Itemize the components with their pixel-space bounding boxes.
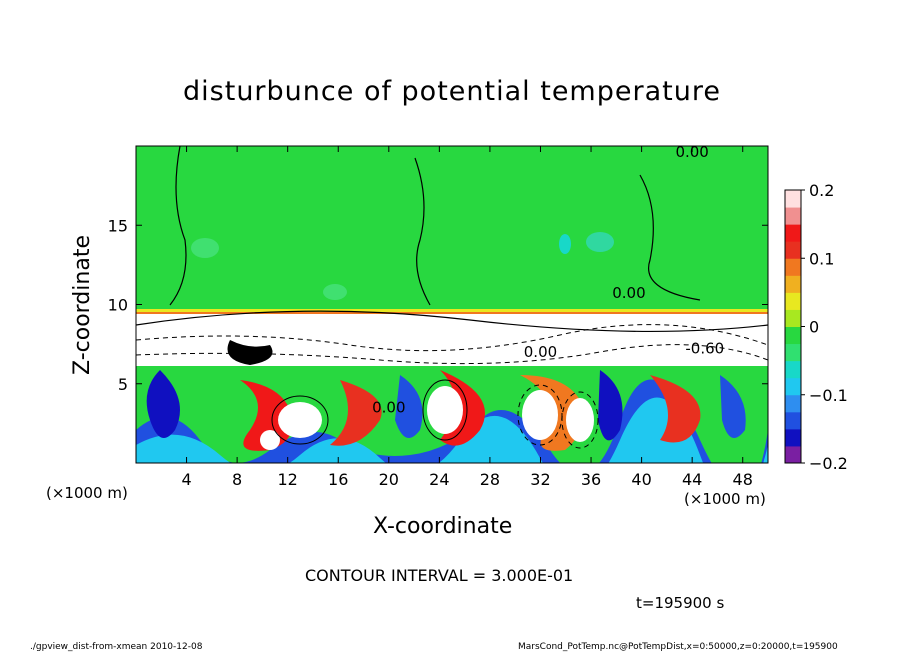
lower-cyan-band bbox=[136, 397, 768, 463]
contour-label: 0.00 bbox=[524, 343, 557, 361]
colorbar-swatch bbox=[785, 428, 801, 447]
contour-label: 0.00 bbox=[612, 284, 645, 302]
colorbar-swatch bbox=[785, 275, 801, 293]
contour-label: -0.60 bbox=[685, 340, 724, 358]
colorbar-swatch bbox=[785, 292, 801, 310]
y-tick-label: 5 bbox=[118, 375, 128, 394]
colorbar-swatch bbox=[785, 326, 801, 345]
colorbar-swatch bbox=[785, 190, 801, 208]
x-tick-label: 48 bbox=[733, 470, 753, 489]
x-unit-label: (×1000 m) bbox=[684, 490, 766, 508]
x-tick-label: 44 bbox=[682, 470, 702, 489]
colorbar-ticks: 0.2 0.1 0 −0.1 −0.2 bbox=[801, 181, 848, 473]
contour-line bbox=[136, 324, 768, 352]
time-text: t=195900 s bbox=[636, 594, 725, 612]
x-tick-label: 36 bbox=[581, 470, 601, 489]
footer-right-text: MarsCond_PotTemp.nc@PotTempDist,x=0:5000… bbox=[518, 642, 838, 652]
x-tick-label: 8 bbox=[232, 470, 242, 489]
colorbar-swatch bbox=[785, 224, 801, 242]
contour-line bbox=[136, 310, 768, 333]
x-tick-label: 20 bbox=[379, 470, 399, 489]
contour-line bbox=[136, 344, 768, 365]
contour-interval-text: CONTOUR INTERVAL = 3.000E-01 bbox=[305, 566, 574, 585]
colorbar bbox=[784, 189, 802, 464]
x-axis-ticks: 4 8 12 16 20 24 28 32 36 40 44 48 bbox=[181, 146, 753, 489]
contour-label: 0.00 bbox=[675, 143, 708, 161]
x-tick-label: 40 bbox=[631, 470, 651, 489]
lower-blue-band bbox=[136, 379, 768, 463]
lower-blue-plume bbox=[720, 375, 746, 438]
upper-patch bbox=[191, 238, 219, 258]
lower-white-cell bbox=[278, 402, 322, 438]
x-tick-label: 16 bbox=[328, 470, 348, 489]
lower-blue-plume bbox=[395, 375, 423, 438]
mid-layer bbox=[136, 314, 768, 366]
colorbar-swatch bbox=[785, 377, 801, 396]
colorbar-swatch bbox=[785, 241, 801, 259]
colorbar-tick-label: 0.2 bbox=[809, 181, 834, 200]
warm-band-red bbox=[136, 312, 768, 314]
heatmap-field bbox=[136, 146, 768, 463]
lower-red-plume bbox=[240, 380, 293, 451]
contour-line bbox=[227, 340, 273, 365]
upper-patch bbox=[559, 234, 571, 254]
colorbar-swatch bbox=[785, 343, 801, 362]
upper-layer bbox=[136, 146, 768, 312]
contour-loop bbox=[422, 379, 468, 441]
y-unit-label: (×1000 m) bbox=[46, 484, 128, 502]
lower-white-cell bbox=[522, 390, 558, 440]
contour-line bbox=[414, 157, 431, 306]
x-tick-label: 4 bbox=[181, 470, 191, 489]
colorbar-tick-label: −0.1 bbox=[809, 386, 848, 405]
colorbar-swatch bbox=[785, 309, 801, 327]
contour-label: 0.00 bbox=[372, 398, 405, 416]
colorbar-tick-label: 0.1 bbox=[809, 249, 834, 268]
footer-left-text: ./gpview_dist-from-xmean 2010-12-08 bbox=[30, 642, 203, 652]
upper-patch bbox=[586, 232, 614, 252]
lower-white-cell bbox=[427, 386, 463, 434]
colorbar-swatch bbox=[785, 360, 801, 379]
chart-title: disturbunce of potential temperature bbox=[183, 76, 721, 107]
contour-loop bbox=[271, 395, 329, 445]
contour-loop bbox=[517, 384, 563, 446]
x-tick-label: 12 bbox=[278, 470, 298, 489]
contour-line bbox=[639, 174, 701, 301]
contour-labels: 0.00 0.00 0.00 -0.60 0.00 bbox=[372, 143, 724, 416]
x-tick-label: 32 bbox=[530, 470, 550, 489]
y-axis-ticks: 5 10 15 bbox=[108, 216, 768, 394]
y-tick-label: 15 bbox=[108, 216, 128, 235]
x-tick-label: 28 bbox=[480, 470, 500, 489]
colorbar-swatch bbox=[785, 394, 801, 413]
x-axis-label: X-coordinate bbox=[373, 514, 513, 539]
lower-red-plume bbox=[650, 375, 701, 443]
lower-blue-plume bbox=[146, 370, 180, 438]
x-tick-label: 24 bbox=[429, 470, 449, 489]
colorbar-swatch bbox=[785, 207, 801, 225]
lower-red-plume bbox=[330, 380, 382, 446]
colorbar-swatch bbox=[785, 258, 801, 276]
lower-white-cell bbox=[260, 430, 280, 450]
colorbar-tick-label: 0 bbox=[809, 318, 819, 337]
contour-loop bbox=[561, 391, 599, 449]
lower-white-cell bbox=[566, 398, 594, 442]
contour-line bbox=[169, 146, 187, 306]
colorbar-swatch bbox=[785, 445, 801, 464]
warm-band bbox=[136, 309, 768, 313]
colorbar-tick-label: −0.2 bbox=[809, 454, 848, 473]
colorbar-swatch bbox=[785, 411, 801, 430]
upper-patch bbox=[323, 284, 347, 300]
lower-blue-plume bbox=[598, 370, 623, 441]
y-tick-label: 10 bbox=[108, 296, 128, 315]
